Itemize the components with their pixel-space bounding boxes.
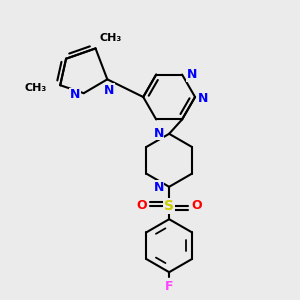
Text: CH₃: CH₃ — [99, 32, 121, 43]
Text: N: N — [198, 92, 208, 105]
Text: N: N — [154, 127, 164, 140]
Text: S: S — [164, 199, 174, 213]
Text: N: N — [70, 88, 80, 101]
Text: O: O — [191, 200, 202, 212]
Text: N: N — [187, 68, 197, 81]
Text: CH₃: CH₃ — [25, 82, 47, 93]
Text: N: N — [103, 84, 114, 97]
Text: N: N — [154, 181, 164, 194]
Text: O: O — [136, 200, 147, 212]
Text: F: F — [165, 280, 173, 293]
